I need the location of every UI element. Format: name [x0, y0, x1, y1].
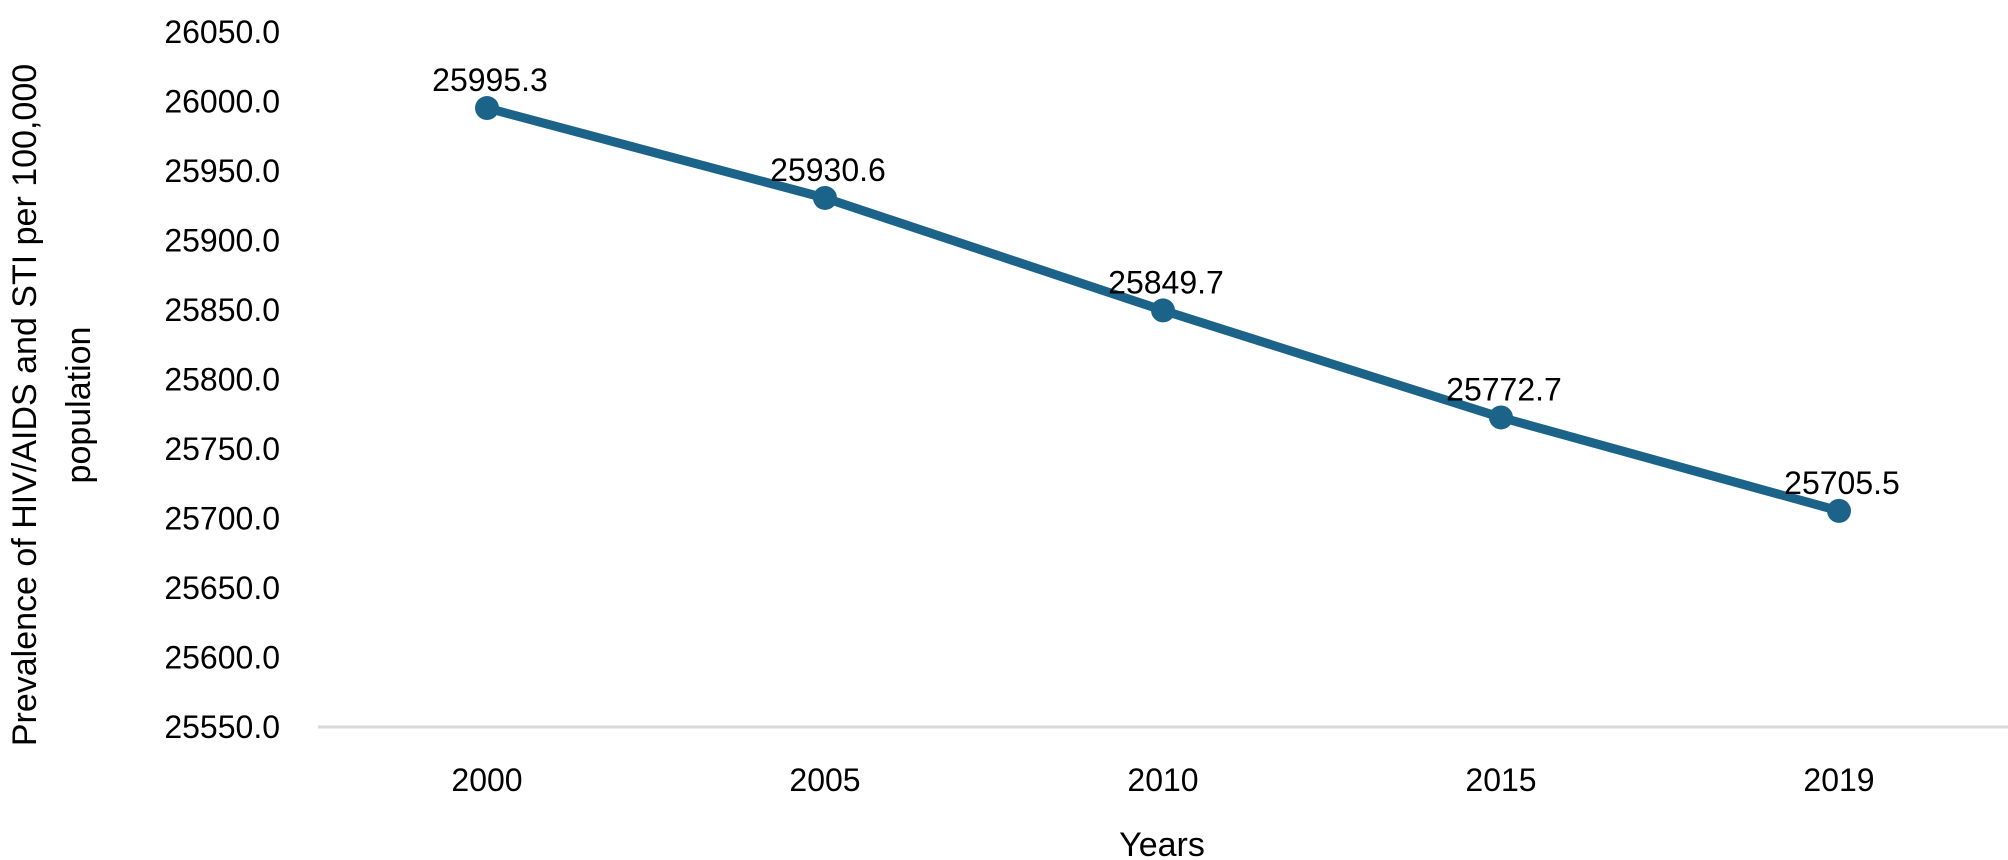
y-tick-label: 25900.0	[164, 223, 280, 259]
y-tick-label: 26000.0	[164, 84, 280, 120]
y-axis-title: Prevalence of HIV/AIDS and STI per 100,0…	[6, 64, 98, 746]
data-point	[475, 96, 499, 121]
data-label: 25772.7	[1446, 371, 1562, 407]
y-axis-tick-labels: 25550.0 25600.0 25650.0 25700.0 25750.0 25800…	[164, 14, 280, 745]
data-point	[1489, 405, 1513, 430]
y-tick-label: 25750.0	[164, 431, 280, 467]
data-points	[475, 96, 1851, 523]
data-point	[813, 185, 837, 210]
y-axis-title-line-2: population	[60, 327, 98, 484]
y-tick-label: 25550.0	[164, 709, 280, 745]
x-tick-label: 2005	[789, 762, 860, 798]
y-tick-label: 25800.0	[164, 362, 280, 398]
data-point	[1151, 298, 1175, 323]
x-tick-label: 2019	[1803, 762, 1874, 798]
data-label: 25995.3	[432, 62, 548, 98]
x-tick-label: 2010	[1127, 762, 1198, 798]
y-tick-label: 25850.0	[164, 292, 280, 328]
data-point	[1827, 498, 1851, 523]
data-label: 25849.7	[1108, 264, 1224, 300]
data-label: 25705.5	[1784, 465, 1900, 501]
y-tick-label: 25950.0	[164, 153, 280, 189]
y-tick-label: 26050.0	[164, 14, 280, 50]
x-tick-label: 2015	[1465, 762, 1536, 798]
y-tick-label: 25650.0	[164, 570, 280, 606]
x-axis-title: Years	[1119, 826, 1205, 860]
data-labels: 25995.3 25930.6 25849.7 25772.7 25705.5	[432, 62, 1900, 501]
x-tick-label: 2000	[451, 762, 522, 798]
data-label: 25930.6	[770, 152, 886, 188]
y-tick-label: 25600.0	[164, 640, 280, 676]
y-axis-title-line-1: Prevalence of HIV/AIDS and STI per 100,0…	[6, 64, 44, 746]
y-tick-label: 25700.0	[164, 501, 280, 537]
x-axis-tick-labels: 2000 2005 2010 2015 2019	[451, 762, 1874, 798]
